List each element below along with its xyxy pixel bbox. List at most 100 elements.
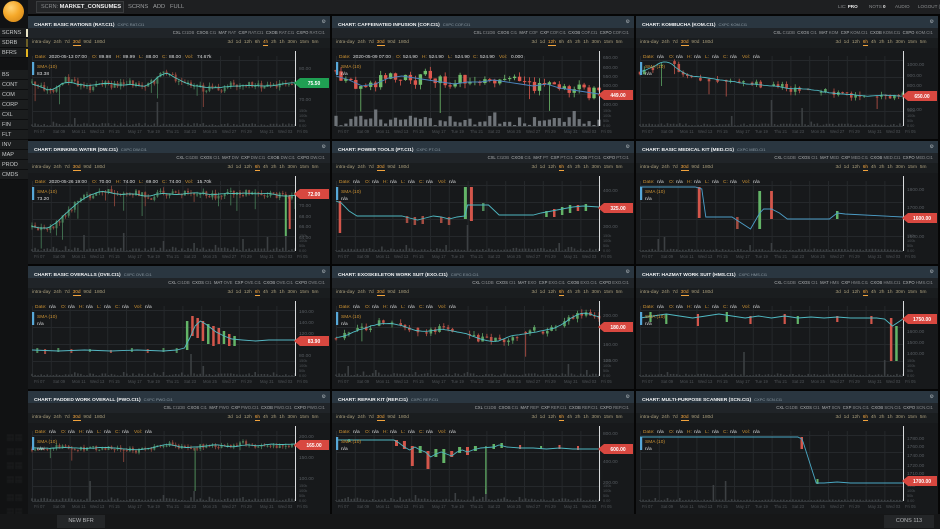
svg-text:H:: H: <box>116 179 121 185</box>
svg-text:150.00: 150.00 <box>299 455 314 461</box>
svg-text:100k: 100k <box>299 489 307 493</box>
svg-text:Wed 03: Wed 03 <box>886 379 901 384</box>
svg-text:Sat 23: Sat 23 <box>792 504 805 509</box>
svg-text:83.38: 83.38 <box>37 71 49 77</box>
svg-text:H:: H: <box>687 304 692 310</box>
svg-text:O:: O: <box>61 429 66 435</box>
svg-text:n/a: n/a <box>353 179 360 185</box>
svg-text:n/a: n/a <box>372 179 379 185</box>
svg-text:100k: 100k <box>299 114 307 118</box>
svg-text:Sat 23: Sat 23 <box>792 129 805 134</box>
svg-text:n/a: n/a <box>730 429 737 435</box>
svg-text:n/a: n/a <box>753 54 760 60</box>
svg-text:C:: C: <box>723 429 728 435</box>
svg-text:Date:: Date: <box>339 54 350 60</box>
svg-text:L:: L: <box>401 429 405 435</box>
svg-text:L:: L: <box>139 179 143 185</box>
svg-text:Wed 13: Wed 13 <box>90 254 105 259</box>
svg-text:n/a: n/a <box>372 304 379 310</box>
svg-text:Wed 27: Wed 27 <box>526 254 541 259</box>
svg-text:0.00: 0.00 <box>907 249 914 253</box>
svg-text:1500.00: 1500.00 <box>907 340 925 346</box>
svg-text:n/a: n/a <box>694 54 701 60</box>
svg-text:0.000: 0.000 <box>511 54 523 60</box>
svg-text:n/a: n/a <box>341 196 348 202</box>
svg-text:Fri 07: Fri 07 <box>642 254 653 259</box>
svg-text:Mon 11: Mon 11 <box>680 129 694 134</box>
svg-text:Thu 21: Thu 21 <box>470 379 484 384</box>
svg-text:n/a: n/a <box>372 429 379 435</box>
svg-text:160.00: 160.00 <box>603 342 618 348</box>
svg-text:Mon 25: Mon 25 <box>203 504 218 509</box>
svg-text:Date:: Date: <box>35 54 46 60</box>
svg-text:Fri 29: Fri 29 <box>241 129 252 134</box>
svg-text:325.00: 325.00 <box>610 206 626 212</box>
svg-text:Mon 11: Mon 11 <box>376 254 390 259</box>
svg-text:Thu 21: Thu 21 <box>166 379 180 384</box>
svg-text:C:: C: <box>162 54 167 60</box>
svg-text:H:: H: <box>79 429 84 435</box>
svg-text:n/a: n/a <box>676 179 683 185</box>
svg-text:n/a: n/a <box>657 54 664 60</box>
svg-text:n/a: n/a <box>68 429 75 435</box>
svg-text:524.90: 524.90 <box>480 54 495 60</box>
svg-text:50k: 50k <box>299 244 305 248</box>
svg-text:Sat 23: Sat 23 <box>184 129 197 134</box>
svg-text:SMA (10): SMA (10) <box>645 64 665 70</box>
svg-text:150k: 150k <box>299 484 307 488</box>
svg-text:Fri 05: Fri 05 <box>601 254 612 259</box>
svg-text:150k: 150k <box>299 234 307 238</box>
svg-text:66.00: 66.00 <box>299 224 311 230</box>
svg-text:Wed 13: Wed 13 <box>698 129 713 134</box>
svg-text:n/a: n/a <box>37 446 44 452</box>
svg-text:Fri 29: Fri 29 <box>241 379 252 384</box>
svg-text:Wed 27: Wed 27 <box>222 379 237 384</box>
svg-text:500.00: 500.00 <box>603 83 618 89</box>
svg-text:SMA (10): SMA (10) <box>645 189 665 195</box>
svg-text:n/a: n/a <box>68 304 75 310</box>
svg-text:Fri 05: Fri 05 <box>601 129 612 134</box>
svg-text:n/a: n/a <box>341 71 348 77</box>
svg-text:0.00: 0.00 <box>603 124 610 128</box>
svg-text:Mon 25: Mon 25 <box>507 254 522 259</box>
svg-text:Wed 27: Wed 27 <box>830 129 845 134</box>
svg-text:Tue 19: Tue 19 <box>147 254 161 259</box>
svg-text:H:: H: <box>383 179 388 185</box>
svg-text:Tue 19: Tue 19 <box>755 129 769 134</box>
svg-text:Fri 07: Fri 07 <box>642 504 653 509</box>
svg-text:Vol:: Vol: <box>742 429 750 435</box>
svg-text:Sat 09: Sat 09 <box>661 379 674 384</box>
svg-text:Wed 27: Wed 27 <box>222 129 237 134</box>
svg-text:650.00: 650.00 <box>914 94 930 100</box>
svg-text:Tue 19: Tue 19 <box>451 254 465 259</box>
svg-text:SMA (10): SMA (10) <box>341 189 361 195</box>
svg-text:75.50: 75.50 <box>308 81 321 87</box>
svg-text:May 17: May 17 <box>432 379 446 384</box>
svg-text:Wed 13: Wed 13 <box>698 254 713 259</box>
svg-text:650.00: 650.00 <box>603 55 618 61</box>
svg-text:n/a: n/a <box>86 304 93 310</box>
svg-text:C:: C: <box>723 179 728 185</box>
svg-text:0.00: 0.00 <box>907 124 914 128</box>
svg-text:0.00: 0.00 <box>299 249 306 253</box>
svg-text:150k: 150k <box>299 109 307 113</box>
svg-text:Wed 13: Wed 13 <box>698 504 713 509</box>
svg-text:Date:: Date: <box>35 179 46 185</box>
svg-text:50k: 50k <box>603 119 609 123</box>
svg-text:100k: 100k <box>907 114 915 118</box>
svg-text:50k: 50k <box>907 244 913 248</box>
svg-text:300.00: 300.00 <box>603 224 618 230</box>
svg-text:100k: 100k <box>603 489 611 493</box>
svg-text:Thu 21: Thu 21 <box>470 129 484 134</box>
svg-text:100k: 100k <box>299 364 307 368</box>
svg-text:H:: H: <box>383 429 388 435</box>
svg-text:L:: L: <box>401 304 405 310</box>
svg-text:Sat 23: Sat 23 <box>792 379 805 384</box>
svg-text:Fri 29: Fri 29 <box>849 129 860 134</box>
svg-text:Thu 21: Thu 21 <box>774 129 788 134</box>
svg-text:Mon 25: Mon 25 <box>203 254 218 259</box>
svg-text:600.00: 600.00 <box>603 65 618 71</box>
svg-text:Wed 13: Wed 13 <box>90 379 105 384</box>
svg-text:Fri 07: Fri 07 <box>34 129 45 134</box>
svg-text:SMA (10): SMA (10) <box>645 314 665 320</box>
